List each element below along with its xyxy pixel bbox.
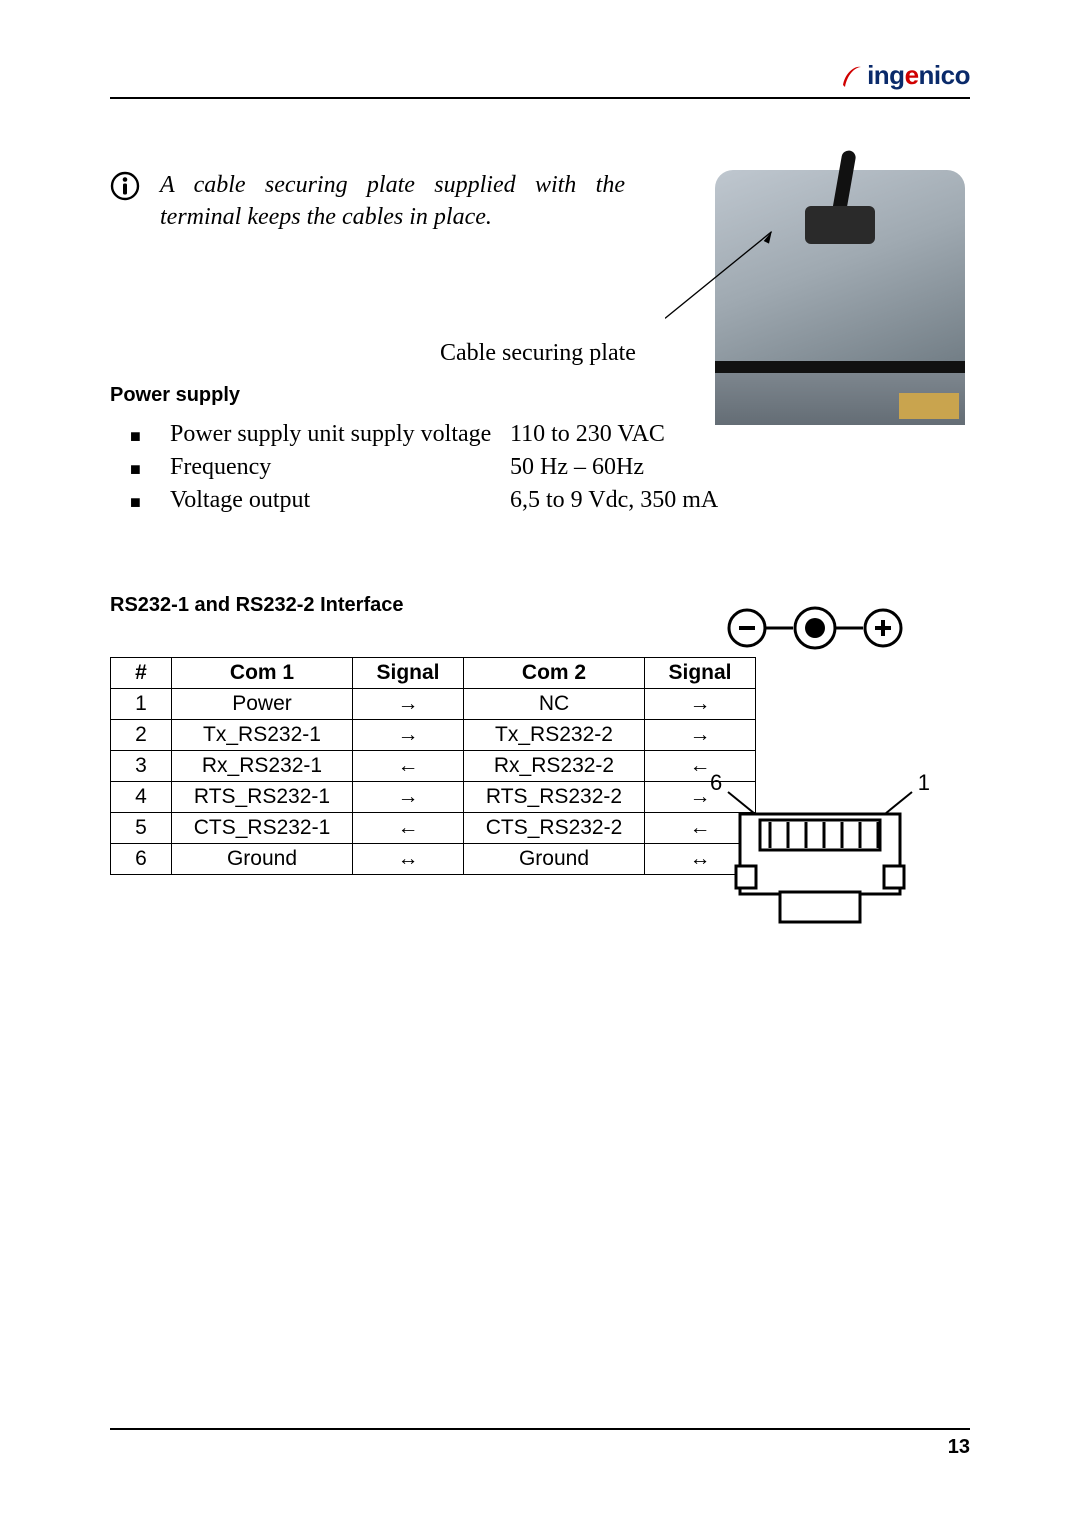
- brand-logo: ingenico: [841, 60, 970, 91]
- table-row: 1Power→NC→: [111, 688, 756, 719]
- spec-label: Voltage output: [170, 487, 510, 514]
- col-com1: Com 1: [172, 657, 353, 688]
- col-com2: Com 2: [464, 657, 645, 688]
- brand-part-2: e: [905, 60, 919, 90]
- info-icon: [110, 171, 140, 206]
- table-cell: 6: [111, 843, 172, 874]
- table-cell: CTS_RS232-1: [172, 812, 353, 843]
- table-row: 2Tx_RS232-1→Tx_RS232-2→: [111, 719, 756, 750]
- page-footer: 13: [110, 1428, 970, 1459]
- table-header-row: # Com 1 Signal Com 2 Signal: [111, 657, 756, 688]
- rj-connector-diagram: 6 1: [710, 770, 930, 950]
- info-note-text: A cable securing plate supplied with the…: [160, 169, 625, 234]
- polarity-icon: [725, 602, 905, 654]
- brand-name: ingenico: [867, 60, 970, 91]
- spec-label: Frequency: [170, 454, 510, 481]
- bullet-icon: ■: [130, 422, 170, 447]
- terminal-rear-photo: [715, 170, 965, 425]
- spec-value: 50 Hz – 60Hz: [510, 454, 970, 481]
- table-cell: NC: [464, 688, 645, 719]
- col-sig2: Signal: [645, 657, 756, 688]
- table-cell: →: [645, 719, 756, 750]
- table-row: 4RTS_RS232-1→RTS_RS232-2→: [111, 781, 756, 812]
- callout-label: Cable securing plate: [440, 340, 636, 367]
- brand-part-1: ing: [867, 60, 905, 90]
- col-number: #: [111, 657, 172, 688]
- table-row: 6Ground↔Ground↔: [111, 843, 756, 874]
- table-cell: 1: [111, 688, 172, 719]
- table-cell: Tx_RS232-2: [464, 719, 645, 750]
- spec-value: 6,5 to 9 Vdc, 350 mA: [510, 487, 970, 514]
- table-cell: RTS_RS232-2: [464, 781, 645, 812]
- table-cell: RTS_RS232-1: [172, 781, 353, 812]
- page-header: ingenico: [110, 60, 970, 99]
- table-cell: →: [353, 781, 464, 812]
- table-row: 3Rx_RS232-1←Rx_RS232-2←: [111, 750, 756, 781]
- table-cell: 4: [111, 781, 172, 812]
- pin-label-6: 6: [710, 770, 722, 796]
- brand-part-3: nico: [919, 60, 970, 90]
- table-cell: Tx_RS232-1: [172, 719, 353, 750]
- table-cell: →: [645, 688, 756, 719]
- table-cell: 2: [111, 719, 172, 750]
- table-cell: 3: [111, 750, 172, 781]
- spec-label: Power supply unit supply voltage: [170, 421, 510, 448]
- table-row: 5CTS_RS232-1←CTS_RS232-2←: [111, 812, 756, 843]
- table-cell: ←: [353, 750, 464, 781]
- rs232-pinout-table: # Com 1 Signal Com 2 Signal 1Power→NC→2T…: [110, 657, 756, 875]
- table-cell: ←: [353, 812, 464, 843]
- table-cell: Power: [172, 688, 353, 719]
- table-cell: ↔: [353, 843, 464, 874]
- swoosh-icon: [841, 63, 863, 89]
- table-cell: CTS_RS232-2: [464, 812, 645, 843]
- col-sig1: Signal: [353, 657, 464, 688]
- bullet-icon: ■: [130, 488, 170, 513]
- table-cell: Ground: [172, 843, 353, 874]
- pin-label-1: 1: [918, 770, 930, 796]
- page-number: 13: [948, 1436, 970, 1458]
- spec-row-output: ■ Voltage output 6,5 to 9 Vdc, 350 mA: [130, 487, 970, 514]
- table-cell: Rx_RS232-2: [464, 750, 645, 781]
- table-cell: 5: [111, 812, 172, 843]
- spec-row-frequency: ■ Frequency 50 Hz – 60Hz: [130, 454, 970, 481]
- table-cell: Rx_RS232-1: [172, 750, 353, 781]
- table-cell: →: [353, 719, 464, 750]
- bullet-icon: ■: [130, 455, 170, 480]
- table-cell: →: [353, 688, 464, 719]
- table-cell: Ground: [464, 843, 645, 874]
